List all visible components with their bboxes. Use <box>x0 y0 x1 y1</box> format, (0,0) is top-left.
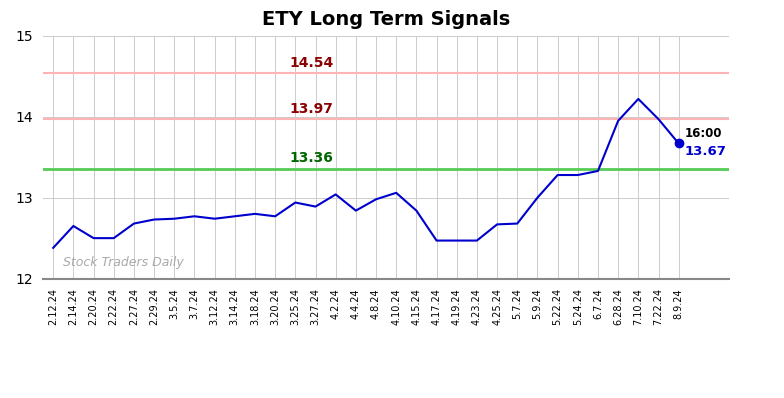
Text: 13.36: 13.36 <box>289 151 333 165</box>
Text: Stock Traders Daily: Stock Traders Daily <box>64 256 184 269</box>
Text: 16:00: 16:00 <box>684 127 722 140</box>
Text: 13.97: 13.97 <box>289 102 333 116</box>
Text: 13.67: 13.67 <box>684 145 727 158</box>
Title: ETY Long Term Signals: ETY Long Term Signals <box>262 10 510 29</box>
Text: 14.54: 14.54 <box>289 56 334 70</box>
